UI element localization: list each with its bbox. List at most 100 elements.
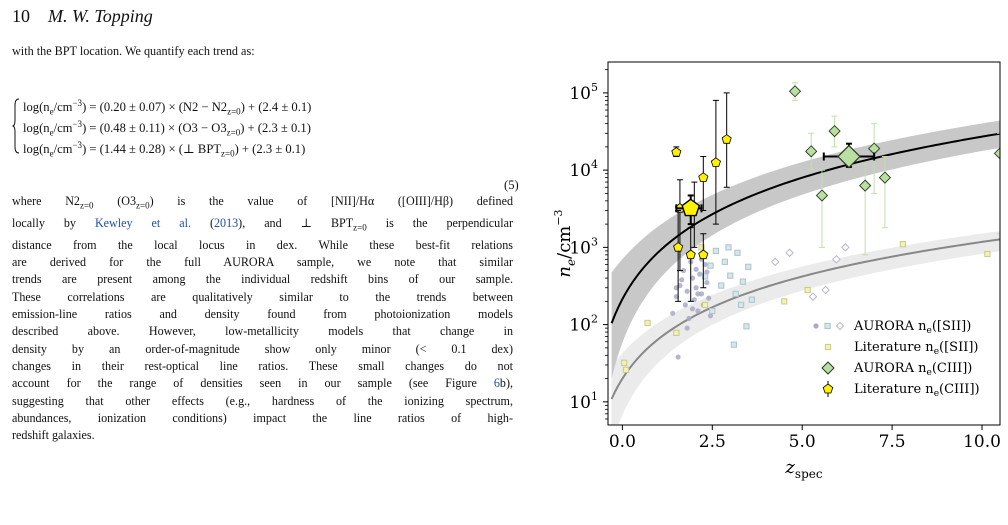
ciii-fit-line	[610, 132, 1000, 324]
aurora-sii-point	[695, 308, 701, 314]
body-text: redshift galaxies.	[12, 428, 95, 443]
equation-brace	[12, 98, 20, 154]
aurora-sii-point	[704, 269, 710, 275]
body-line: trends are present among the individual …	[12, 271, 513, 288]
y-tick-label: 104	[569, 158, 598, 181]
body-line: emission-line ratios and density found f…	[12, 306, 513, 323]
literature-ciii-point	[710, 157, 721, 167]
aurora-sii-point	[698, 291, 705, 297]
subscript: z=0	[79, 200, 94, 211]
aurora-sii-point	[689, 306, 696, 312]
body-line: distance from the local locus in dex. Wh…	[12, 237, 513, 254]
body-text: changes in their rest-optical line ratio…	[12, 358, 513, 373]
y-tick-label: 103	[569, 235, 598, 258]
aurora-sii-point	[832, 255, 841, 264]
y-tick-label: 105	[569, 81, 598, 104]
equation-script: e	[49, 127, 54, 138]
body-line: These correlations are qualitatively sim…	[12, 289, 513, 306]
body-text: account for the range of densities seen …	[12, 376, 494, 391]
aurora-sii-point	[841, 243, 850, 252]
aurora-ciii-stack-point	[837, 144, 861, 169]
literature-sii-point	[984, 250, 991, 258]
body-line: locally by Kewley et al. (2013), and ⊥ B…	[12, 215, 513, 237]
aurora-sii-point	[734, 249, 741, 256]
aurora-sii-point	[727, 272, 734, 279]
aurora-ciii-point	[828, 124, 841, 138]
intro-paragraph: with the BPT location. We quantify each …	[12, 44, 255, 58]
aurora-sii-point	[721, 258, 728, 265]
aurora-sii-point	[693, 266, 699, 272]
body-text: ) is the value of [NII]/Hα ([OIII]/Hβ) d…	[149, 194, 513, 208]
equation-script: e	[49, 148, 54, 159]
aurora-sii-point	[785, 248, 794, 258]
aurora-sii-point	[748, 296, 755, 303]
aurora-sii-point	[732, 290, 739, 297]
aurora-ciii-point	[859, 179, 872, 192]
literature-sii-point	[804, 286, 811, 294]
equation-line: log(ne/cm−3) = (0.20 ± 0.07) × (N2 − N2z…	[23, 98, 311, 117]
body-line: abundances, ionization conditions) impac…	[12, 410, 513, 427]
citation-link[interactable]: 6	[493, 376, 500, 391]
equation-script: −3	[72, 119, 83, 129]
equation-text: log(n	[23, 121, 50, 136]
y-tick-label: 101	[569, 390, 598, 413]
x-tick-label: 7.5	[879, 432, 906, 452]
x-tick-label: 2.5	[699, 432, 726, 452]
equation-text: log(n	[23, 142, 50, 157]
aurora-sii-point	[693, 285, 699, 291]
equation-script: z=0	[226, 127, 241, 138]
equation-text: ) = (0.20 ± 0.07) × (N2 − N2	[82, 100, 228, 115]
legend-marker-sii-square	[824, 322, 831, 330]
running-author: M. W. Topping	[48, 6, 153, 26]
equation-line: log(ne/cm−3) = (0.48 ± 0.11) × (O3 − O3z…	[23, 119, 311, 138]
aurora-sii-point	[718, 282, 725, 289]
legend-marker-sii-circle	[813, 323, 819, 329]
literature-ciii-point	[721, 134, 732, 144]
body-line: described above. However, low-metallicit…	[12, 323, 513, 340]
literature-ciii-point	[671, 147, 682, 157]
equation-text: /cm	[53, 121, 73, 136]
aurora-ciii-point	[815, 189, 829, 202]
aurora-ciii-point	[878, 171, 892, 184]
aurora-sii-point	[770, 257, 780, 267]
literature-sii-point	[899, 241, 906, 248]
body-text: are derived for the full AURORA sample, …	[12, 254, 513, 269]
equation-text: log(n	[23, 100, 50, 115]
literature-ciii-point	[685, 249, 696, 260]
aurora-sii-point	[737, 301, 745, 308]
equation-text: ) = (0.48 ± 0.11) × (O3 − O3	[82, 121, 227, 136]
body-line: density by an order-of-magnitude show on…	[12, 341, 513, 358]
aurora-sii-point	[743, 323, 750, 330]
equation-text: ) = (1.44 ± 0.28) × (⊥ BPT	[82, 142, 222, 157]
aurora-sii-point	[808, 292, 818, 301]
aurora-sii-point	[679, 277, 685, 283]
literature-sii-point	[673, 329, 680, 337]
running-header: 10 M. W. Topping	[12, 6, 153, 27]
legend-marker-lit-sii	[824, 343, 832, 351]
legend-label: AURORA ne(CIII])	[853, 361, 972, 378]
aurora-ciii-point	[805, 145, 818, 158]
aurora-sii-point	[686, 315, 692, 322]
aurora-sii-point	[706, 295, 712, 301]
body-text: These correlations are qualitatively sim…	[12, 289, 513, 304]
subscript: z=0	[353, 222, 367, 233]
equation-text: /cm	[53, 100, 73, 115]
body-line: redshift galaxies.	[12, 427, 513, 444]
aurora-sii-point	[707, 262, 714, 269]
citation-link[interactable]: 2013	[213, 215, 239, 230]
aurora-sii-point	[739, 278, 746, 285]
aurora-sii-point	[725, 244, 732, 251]
equation-script: −3	[72, 140, 83, 150]
aurora-sii-point	[704, 279, 710, 286]
body-text: density by an order-of-magnitude show on…	[12, 341, 513, 356]
body-text: (O3	[93, 194, 137, 208]
body-line: changes in their rest-optical line ratio…	[12, 358, 513, 375]
literature-ciii-point	[698, 249, 709, 260]
body-line: are derived for the full AURORA sample, …	[12, 254, 513, 271]
citation-link[interactable]: Kewley et al.	[94, 215, 191, 230]
literature-ciii-point	[673, 242, 684, 252]
body-text: abundances, ionization conditions) impac…	[12, 410, 513, 425]
body-text: described above. However, low-metallicit…	[12, 324, 513, 339]
aurora-sii-point	[702, 273, 709, 280]
density-redshift-figure: 0.0 2.5 5.0 7.5 10.0 101 102 103 104 105 zspec ne/c…	[552, 61, 1001, 481]
